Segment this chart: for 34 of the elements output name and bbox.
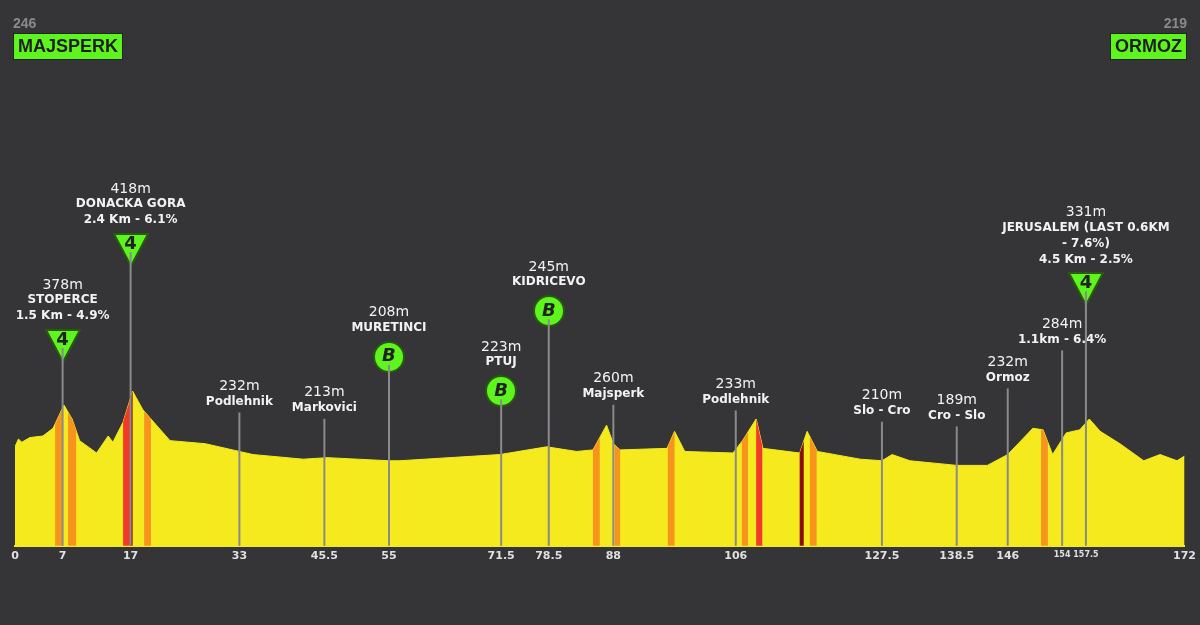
ref-line-label: 260m Majsperk [582,369,646,400]
ref-line-label: 245m KIDRICEVO B [511,257,586,321]
x-tick-label: 33 [231,549,248,563]
ref-line-label: 223m PTUJ B [480,337,522,401]
text: MAJSPERK [13,33,124,60]
ref-line-label: 331m JERUSALEM (LAST 0.6KM - 7.6%) 4.5 Km - 2.5% 4 [1001,203,1170,293]
x-tick-label: 127.5 [864,549,900,563]
ref-line-label: 232m Podlehnik [205,377,274,408]
x-tick-label: 17 [122,549,139,563]
x-tick-label: 146 [996,549,1020,563]
x-tick-label: 71.5 [487,549,515,563]
x-tick-label: 172 [1173,549,1196,563]
x-tick-label: 138.5 [939,549,975,563]
ref-line-label: 189m Cro - Slo [928,391,986,422]
ref-line-label: 418m DONACKA GORA 2.4 Km - 6.1% 4 [75,179,187,253]
text: 219 [1163,15,1187,31]
x-tick-label: 0 [11,549,20,563]
ref-line-label: 213m Markovici [291,383,357,414]
x-tick-label: 154 [1053,549,1071,559]
text: ORMOZ [1110,33,1187,60]
x-tick-label: 106 [724,549,748,563]
x-tick-label: 55 [381,549,397,563]
x-tick-label: 78.5 [535,549,563,563]
ref-line-label: 233m Podlehnik [702,375,771,406]
ref-line-label: 284m 1.1km - 6.4% [1017,315,1107,346]
ref-line-label: 208m MURETINCI B [351,303,427,366]
ref-line-label: 210m Slo - Cro [853,386,911,417]
text: 246 [13,15,37,31]
x-tick-label: 7 [58,549,67,563]
x-tick-label: 157.5 [1073,549,1100,559]
x-tick-label: 45.5 [310,549,338,563]
x-tick-label: 88 [605,549,622,563]
ref-line-label: 232m Ormoz [985,353,1030,384]
ref-line-label: 378m STOPERCE 1.5 Km - 4.9% 4 [15,275,110,349]
